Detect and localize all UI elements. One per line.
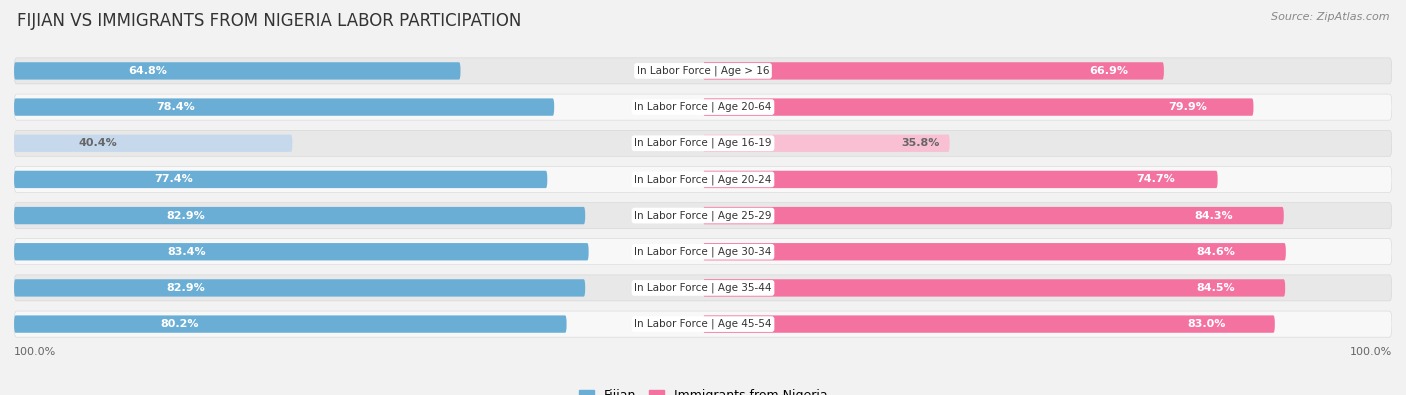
Text: FIJIAN VS IMMIGRANTS FROM NIGERIA LABOR PARTICIPATION: FIJIAN VS IMMIGRANTS FROM NIGERIA LABOR … <box>17 12 522 30</box>
FancyBboxPatch shape <box>14 94 1392 120</box>
FancyBboxPatch shape <box>14 316 567 333</box>
Text: In Labor Force | Age 35-44: In Labor Force | Age 35-44 <box>634 283 772 293</box>
Text: 84.6%: 84.6% <box>1197 247 1236 257</box>
Text: In Labor Force | Age 16-19: In Labor Force | Age 16-19 <box>634 138 772 149</box>
Text: In Labor Force | Age 20-64: In Labor Force | Age 20-64 <box>634 102 772 112</box>
Text: 35.8%: 35.8% <box>901 138 939 148</box>
Legend: Fijian, Immigrants from Nigeria: Fijian, Immigrants from Nigeria <box>574 384 832 395</box>
FancyBboxPatch shape <box>14 130 1392 156</box>
FancyBboxPatch shape <box>14 275 1392 301</box>
FancyBboxPatch shape <box>703 135 949 152</box>
Text: 84.5%: 84.5% <box>1197 283 1234 293</box>
FancyBboxPatch shape <box>14 311 1392 337</box>
Text: 78.4%: 78.4% <box>156 102 195 112</box>
Text: In Labor Force | Age 45-54: In Labor Force | Age 45-54 <box>634 319 772 329</box>
FancyBboxPatch shape <box>703 279 1285 297</box>
Text: In Labor Force | Age > 16: In Labor Force | Age > 16 <box>637 66 769 76</box>
Text: In Labor Force | Age 30-34: In Labor Force | Age 30-34 <box>634 246 772 257</box>
FancyBboxPatch shape <box>703 171 1218 188</box>
Text: 84.3%: 84.3% <box>1195 211 1233 220</box>
FancyBboxPatch shape <box>14 58 1392 84</box>
FancyBboxPatch shape <box>14 62 461 79</box>
FancyBboxPatch shape <box>703 98 1254 116</box>
Text: Source: ZipAtlas.com: Source: ZipAtlas.com <box>1271 12 1389 22</box>
FancyBboxPatch shape <box>703 243 1286 260</box>
FancyBboxPatch shape <box>14 207 585 224</box>
Text: 83.4%: 83.4% <box>167 247 205 257</box>
FancyBboxPatch shape <box>703 62 1164 79</box>
Text: 80.2%: 80.2% <box>160 319 200 329</box>
FancyBboxPatch shape <box>14 135 292 152</box>
FancyBboxPatch shape <box>14 243 589 260</box>
Text: 100.0%: 100.0% <box>1350 346 1392 357</box>
Text: 79.9%: 79.9% <box>1168 102 1206 112</box>
FancyBboxPatch shape <box>703 316 1275 333</box>
FancyBboxPatch shape <box>14 279 585 297</box>
Text: 100.0%: 100.0% <box>14 346 56 357</box>
Text: In Labor Force | Age 25-29: In Labor Force | Age 25-29 <box>634 210 772 221</box>
Text: 64.8%: 64.8% <box>128 66 167 76</box>
FancyBboxPatch shape <box>14 166 1392 192</box>
Text: 82.9%: 82.9% <box>166 211 205 220</box>
Text: 77.4%: 77.4% <box>155 175 194 184</box>
Text: 66.9%: 66.9% <box>1090 66 1128 76</box>
FancyBboxPatch shape <box>14 203 1392 229</box>
FancyBboxPatch shape <box>14 239 1392 265</box>
Text: 82.9%: 82.9% <box>166 283 205 293</box>
Text: 83.0%: 83.0% <box>1187 319 1226 329</box>
Text: 74.7%: 74.7% <box>1136 175 1175 184</box>
Text: In Labor Force | Age 20-24: In Labor Force | Age 20-24 <box>634 174 772 185</box>
FancyBboxPatch shape <box>14 98 554 116</box>
Text: 40.4%: 40.4% <box>79 138 117 148</box>
FancyBboxPatch shape <box>703 207 1284 224</box>
FancyBboxPatch shape <box>14 171 547 188</box>
